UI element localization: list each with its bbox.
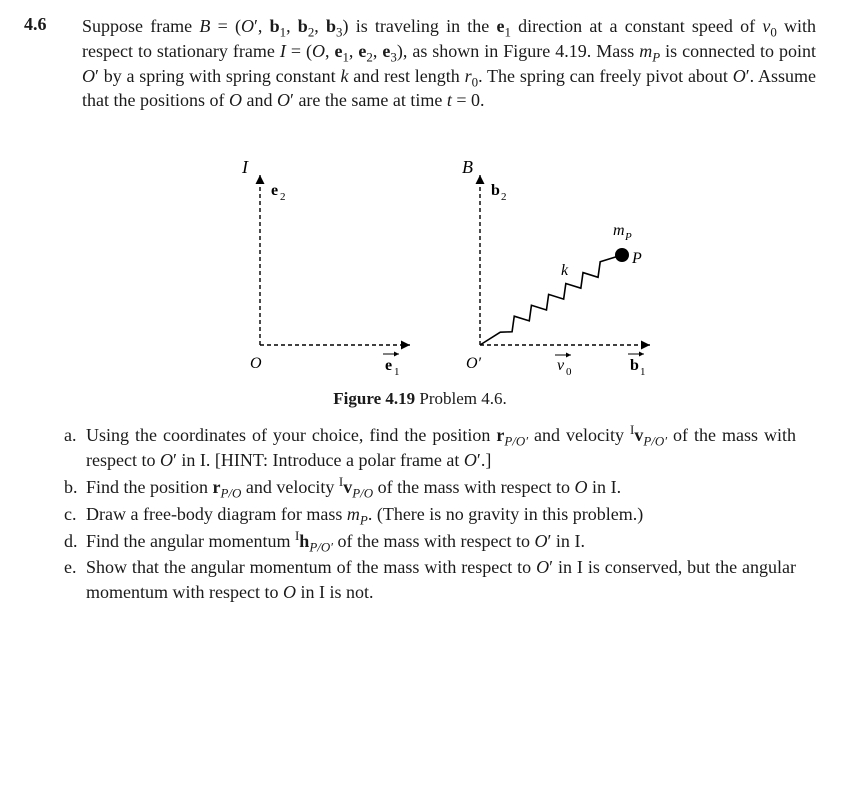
page-container: 4.6 Suppose frame B = (O′, b1, b2, b3) i… [0,0,852,621]
part-item: b.Find the position rP/O and velocity Iv… [86,475,796,500]
part-marker: d. [64,529,78,554]
part-text: Using the coordinates of your choice, fi… [86,425,796,470]
svg-text:O: O [250,355,262,372]
part-marker: c. [64,502,77,527]
svg-text:2: 2 [501,191,507,203]
part-text: Find the position rP/O and velocity IvP/… [86,477,621,497]
part-item: a.Using the coordinates of your choice, … [86,423,796,473]
svg-text:I: I [241,157,249,177]
part-marker: b. [64,475,78,500]
figure-svg: Ie2e1OBb2b1O′v0kmPP [160,125,680,385]
svg-text:O′: O′ [466,355,482,372]
svg-text:b: b [630,357,639,374]
svg-text:1: 1 [640,366,646,378]
part-item: e.Show that the angular momentum of the … [86,555,796,605]
svg-text:k: k [561,262,569,279]
part-text: Show that the angular momentum of the ma… [86,557,796,602]
svg-text:B: B [462,157,473,177]
svg-text:v: v [557,357,565,374]
svg-text:e: e [385,357,392,374]
parts-list: a. Using the coordinates of your choice, … [24,423,796,605]
svg-text:m: m [613,222,625,239]
svg-text:b: b [491,182,500,199]
svg-text:P: P [631,250,642,267]
part-item: c.Draw a free-body diagram for mass mP. … [86,502,796,527]
part-marker: e. [64,555,77,580]
svg-text:2: 2 [280,191,286,203]
figure-caption: Figure 4.19 Problem 4.6. [24,389,816,409]
svg-text:0: 0 [566,366,572,378]
figure-area: Ie2e1OBb2b1O′v0kmPP [24,125,816,385]
svg-text:P: P [624,231,632,243]
problem-heading: 4.6 Suppose frame B = (O′, b1, b2, b3) i… [24,14,816,113]
part-item: d.Find the angular momentum IhP/O′ of th… [86,529,796,554]
part-text: Find the angular momentum IhP/O′ of the … [86,531,585,551]
svg-text:e: e [271,182,278,199]
problem-number: 4.6 [24,14,60,35]
part-marker: a. [64,423,77,448]
svg-text:1: 1 [394,366,400,378]
part-text: Draw a free-body diagram for mass mP. (T… [86,504,643,524]
problem-intro: Suppose frame B = (O′, b1, b2, b3) is tr… [82,14,816,113]
